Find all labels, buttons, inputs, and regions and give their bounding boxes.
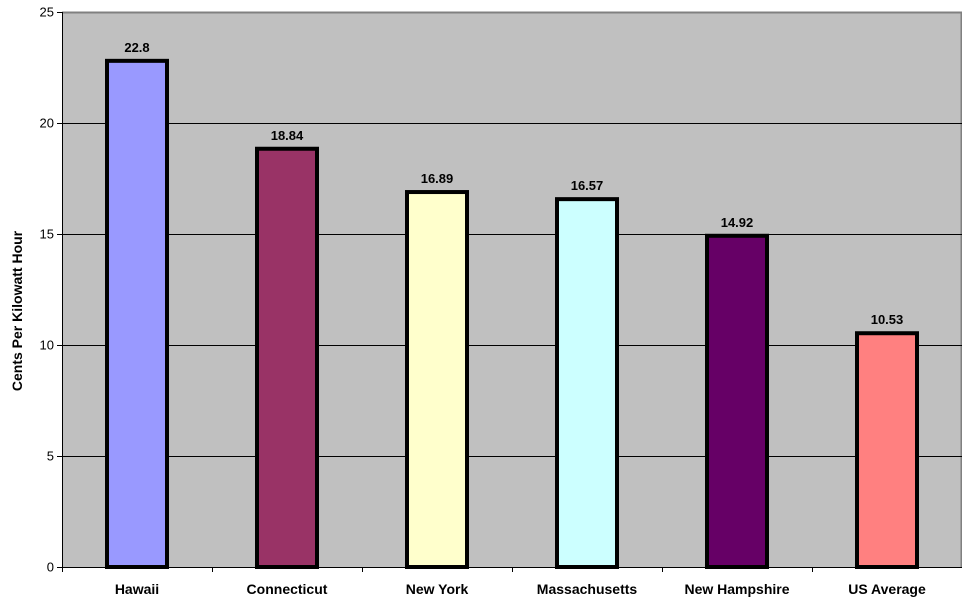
plot-area-group bbox=[62, 11, 962, 567]
x-axis-labels: Hawaii Connecticut New York Massachusetts Ne… bbox=[62, 567, 926, 597]
gridlines bbox=[62, 12, 962, 568]
x-tick-label: New York bbox=[406, 581, 469, 597]
x-tick-label: Massachusetts bbox=[537, 581, 638, 597]
bar-connecticut bbox=[255, 146, 319, 569]
data-label: 16.57 bbox=[571, 178, 604, 193]
bar-hawaii bbox=[105, 58, 169, 570]
y-tick-label: 15 bbox=[40, 227, 54, 242]
data-label: 18.84 bbox=[271, 128, 304, 143]
data-label: 10.53 bbox=[871, 312, 904, 327]
bars bbox=[105, 58, 919, 570]
data-label: 14.92 bbox=[721, 215, 754, 230]
x-tick-label: Connecticut bbox=[247, 581, 328, 597]
y-axis-title: Cents Per Kilowatt Hour bbox=[9, 230, 25, 391]
bar-massachusetts bbox=[555, 197, 619, 569]
bar-new-york bbox=[405, 190, 469, 570]
x-tick-label: US Average bbox=[848, 581, 926, 597]
data-labels: 22.8 18.84 16.89 16.57 14.92 10.53 bbox=[124, 40, 903, 327]
y-axis-ticks: 0 5 10 15 20 25 bbox=[40, 5, 62, 575]
y-tick-label: 20 bbox=[40, 116, 54, 131]
y-tick-label: 10 bbox=[40, 338, 54, 353]
bar-new-hampshire bbox=[705, 233, 769, 569]
x-tick-label: New Hampshire bbox=[684, 581, 789, 597]
data-label: 22.8 bbox=[124, 40, 149, 55]
bar-us-average bbox=[855, 331, 919, 570]
y-tick-label: 5 bbox=[47, 449, 54, 464]
x-tick-label: Hawaii bbox=[115, 581, 159, 597]
y-tick-label: 0 bbox=[47, 560, 54, 575]
y-tick-label: 25 bbox=[40, 5, 54, 20]
plot-background bbox=[62, 12, 962, 567]
data-label: 16.89 bbox=[421, 171, 454, 186]
